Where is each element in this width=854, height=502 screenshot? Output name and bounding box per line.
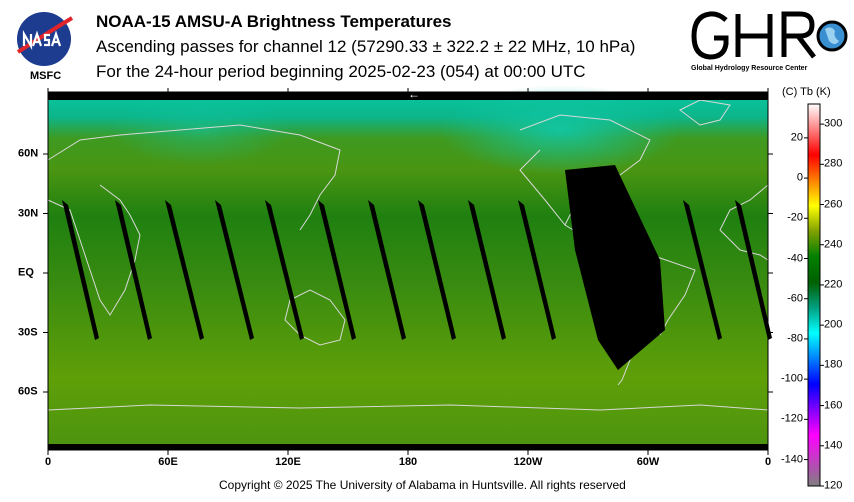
celsius-label: -120 [780,413,803,426]
missing-data-swath [683,200,722,340]
kelvin-label: 140 [824,439,843,452]
x-axis-label: 0 [764,456,772,468]
ghrc-lettering [691,11,816,60]
celsius-label: -20 [787,211,803,224]
y-axis-label: EQ [18,266,34,279]
ghrc-logo [691,11,848,60]
colorbar [807,103,821,487]
ghrc-label: Global Hydrology Resource Center [691,65,808,72]
missing-data-swath [62,200,99,340]
celsius-label: 20 [790,131,803,144]
x-axis-label: 60E [158,456,178,468]
bottom-nodata-bar [48,444,768,450]
celsius-label: -40 [787,252,803,265]
missing-data-swaths [62,165,772,370]
kelvin-label: 200 [824,318,843,331]
kelvin-label: 240 [824,238,843,251]
x-axis-label: 120W [513,456,543,468]
missing-data-swath [368,200,406,340]
missing-data-swath [468,200,506,340]
missing-data-swath [418,200,456,340]
y-axis-label: 30S [18,326,38,339]
celsius-label: 0 [796,171,803,184]
msfc-label: MSFC [30,70,62,82]
celsius-label: -140 [780,453,803,466]
celsius-label: -60 [787,292,803,305]
kelvin-label: 260 [824,198,843,211]
missing-data-swath [265,200,304,340]
page-title: NOAA-15 AMSU-A Brightness Temperatures [96,12,452,31]
kelvin-label: 120 [824,479,843,492]
missing-data-swath [565,165,665,370]
x-axis-label: 60W [636,456,660,468]
missing-data-swath [115,200,152,340]
celsius-label: -100 [780,372,803,385]
x-axis-label: 120E [275,456,301,468]
colorbar-header: (C) Tb (K) [782,86,831,98]
direction-arrow: ← [408,87,420,101]
nasa-logo [16,12,74,66]
missing-data-swath [735,200,772,340]
top-nodata-bar [48,92,768,100]
x-axis-label: 180 [398,456,418,468]
y-axis-label: 60S [18,385,38,398]
missing-data-swath [215,200,254,340]
y-axis-label: 30N [18,207,39,220]
missing-data-swath [165,200,204,340]
kelvin-label: 280 [824,157,843,170]
missing-data-swath [318,200,356,340]
celsius-label: -80 [787,332,803,345]
nasa-lettering [22,29,62,51]
x-axis-label: 0 [44,456,52,468]
kelvin-label: 180 [824,359,843,372]
kelvin-label: 160 [824,399,843,412]
missing-data-swath [518,200,556,340]
kelvin-label: 300 [824,117,843,130]
kelvin-label: 220 [824,278,843,291]
y-axis-label: 60N [18,147,39,160]
subtitle-period: For the 24-hour period beginning 2025-02… [96,62,586,81]
coastlines [47,99,769,411]
subtitle-channel: Ascending passes for channel 12 (57290.3… [96,37,636,56]
copyright-footer: Copyright © 2025 The University of Alaba… [219,478,626,492]
